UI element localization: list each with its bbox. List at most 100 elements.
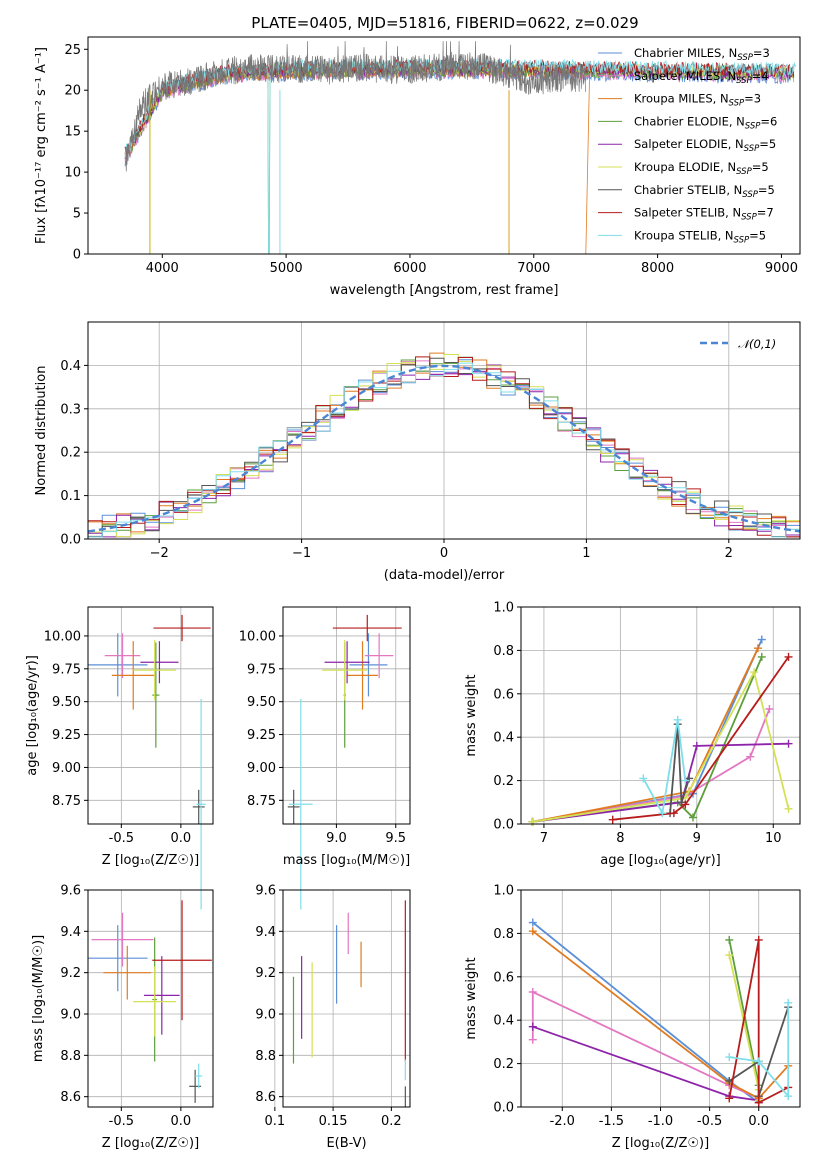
- mass-weight-marker: [750, 668, 759, 677]
- legend-entry: Chabrier STELIB, NSSP=5: [634, 183, 775, 200]
- legend-entry: Kroupa ELODIE, NSSP=5: [634, 160, 769, 177]
- y-tick-label: 8.6: [255, 1090, 276, 1105]
- y-tick-label: 9.00: [52, 761, 81, 776]
- y-tick-label: 8.75: [247, 794, 276, 809]
- mass-weight-line: [642, 719, 687, 816]
- legend-nssp: =5: [749, 228, 766, 242]
- y-tick-label: 8.8: [60, 1049, 81, 1064]
- plot-frame: [87, 321, 801, 540]
- y-tick-label: 8.75: [52, 794, 81, 809]
- x-tick-label: 8000: [641, 261, 674, 276]
- mass-weight-marker: [528, 987, 537, 996]
- legend-label: Chabrier STELIB, N: [634, 183, 742, 197]
- legend-nssp: =7: [757, 206, 774, 220]
- mass-weight-line: [729, 1002, 790, 1099]
- mass-weight-marker: [784, 1092, 793, 1101]
- y-tick-label: 0.4: [493, 731, 514, 746]
- data-spectrum-line: [125, 41, 587, 172]
- x-tick-label: −2: [150, 546, 169, 561]
- x-tick-label: 10: [765, 831, 782, 846]
- mass-weight-line: [532, 669, 790, 823]
- x-axis-label: Z [log₁₀(Z/Z☉)]: [612, 1136, 709, 1151]
- plot-frame: [87, 889, 214, 1108]
- mass-weight-marker: [757, 652, 766, 661]
- x-tick-label: 4000: [146, 261, 179, 276]
- mass-weight-marker: [725, 951, 734, 960]
- legend-entry: Chabrier MILES, NSSP=3: [634, 46, 770, 63]
- x-tick-label: 9000: [765, 261, 798, 276]
- x-tick-label: 8: [616, 831, 624, 846]
- weight-vs-age-panel: 7 8 9 10 0.0 0.2 0.4 0.6 0.8 1.0 age [log₁₀(age/yr…: [464, 601, 801, 868]
- y-tick-label: 0.8: [493, 644, 514, 659]
- mass-weight-marker: [681, 800, 690, 809]
- plot-frame: [87, 36, 801, 255]
- mass-vs-ebv-panel: 0.1 0.15 0.2 8.6 8.8 9.0 9.2 9.4 9.6 E(B-V): [255, 884, 411, 1151]
- legend-entry: Kroupa MILES, NSSP=3: [634, 92, 761, 109]
- mass-weight-line: [532, 742, 789, 823]
- y-tick-label: 20: [64, 84, 81, 99]
- legend-label: Salpeter ELODIE, N: [634, 137, 744, 151]
- mass-weight-marker: [754, 935, 763, 944]
- y-tick-label: 10.00: [239, 629, 276, 644]
- y-tick-label: 15: [64, 125, 81, 140]
- mass-weight-marker: [725, 1053, 734, 1062]
- y-tick-label: 25: [64, 43, 81, 58]
- x-tick-label: 0.15: [319, 1114, 348, 1129]
- plot-frame: [520, 606, 801, 825]
- x-axis-label: Z [log₁₀(Z/Z☉)]: [102, 1136, 199, 1151]
- x-axis-label: age [log₁₀(age/yr)]: [600, 853, 721, 868]
- y-tick-label: 0.4: [493, 1014, 514, 1029]
- x-tick-label: 5000: [270, 261, 303, 276]
- age-vs-z-panel: -0.5 0.0 8.75 9.00 9.25 9.50 9.75 10.00 Z [log₁₀…: [25, 606, 214, 910]
- y-tick-label: 9.2: [60, 966, 81, 981]
- y-tick-label: 9.2: [255, 966, 276, 981]
- legend-label: Kroupa MILES, N: [634, 92, 729, 106]
- plot-frame: [520, 889, 801, 1108]
- y-tick-label: 9.0: [60, 1008, 81, 1023]
- mass-weight-marker: [784, 998, 793, 1007]
- spectrum-panel: 4000 5000 6000 7000 8000 9000 0 5 10 15 20 25 wavele…: [34, 36, 801, 298]
- weight-vs-z-panel: -2.0 -1.5 -1.0 -0.5 0.0 0.0 0.2 0.4 0.6 0.8 1.0 Z […: [464, 884, 801, 1151]
- mass-weight-marker: [608, 815, 617, 824]
- legend-entry: 𝒩(0,1): [738, 337, 776, 351]
- y-tick-label: 0.0: [493, 818, 514, 833]
- legend-nssp: =3: [753, 46, 770, 60]
- x-axis-label: E(B-V): [326, 1136, 366, 1151]
- legend-subscript: SSP: [734, 235, 750, 245]
- plot-frame: [87, 606, 214, 825]
- y-tick-label: 9.4: [60, 925, 81, 940]
- y-tick-label: 0.2: [60, 446, 81, 461]
- x-axis-label: wavelength [Angstrom, rest frame]: [330, 283, 559, 298]
- x-axis-label: Z [log₁₀(Z/Z☉)]: [102, 853, 199, 868]
- x-axis-label: (data-model)/error: [384, 568, 505, 583]
- model-spectrum-line: [124, 57, 797, 255]
- y-tick-label: 0.2: [493, 774, 514, 789]
- y-tick-label: 9.0: [255, 1008, 276, 1023]
- residual-histogram-panel: −2 −1 0 1 2 0.0 0.1 0.2 0.3 0.4 (data-model)/error…: [34, 321, 801, 583]
- y-tick-label: 10.00: [44, 629, 81, 644]
- y-axis-label: Flux [fλ10⁻¹⁷ erg cm⁻² s⁻¹ A⁻¹]: [34, 47, 49, 244]
- mass-weight-marker: [725, 935, 734, 944]
- mass-weight-marker: [784, 739, 793, 748]
- y-tick-label: 9.00: [247, 761, 276, 776]
- legend-nssp: =5: [758, 183, 775, 197]
- y-tick-label: 9.50: [247, 695, 276, 710]
- x-tick-label: 7000: [517, 261, 550, 276]
- mass-weight-line: [532, 656, 763, 823]
- y-tick-label: 1.0: [493, 601, 514, 616]
- y-tick-label: 0.4: [60, 359, 81, 374]
- legend-entry: Salpeter ELODIE, NSSP=5: [634, 137, 776, 154]
- mass-weight-marker: [669, 809, 678, 818]
- y-tick-label: 0.2: [493, 1057, 514, 1072]
- mass-weight-marker: [753, 644, 762, 653]
- legend-subscript: SSP: [742, 190, 758, 200]
- y-tick-label: 9.75: [52, 662, 81, 677]
- y-axis-label: mass weight: [464, 674, 479, 756]
- legend-subscript: SSP: [741, 213, 757, 223]
- x-tick-label: -0.5: [697, 1114, 722, 1129]
- y-axis-label: Normed distribution: [34, 366, 49, 496]
- x-tick-label: -1.5: [599, 1114, 624, 1129]
- y-tick-label: 0.3: [60, 402, 81, 417]
- mass-weight-line: [728, 939, 789, 1105]
